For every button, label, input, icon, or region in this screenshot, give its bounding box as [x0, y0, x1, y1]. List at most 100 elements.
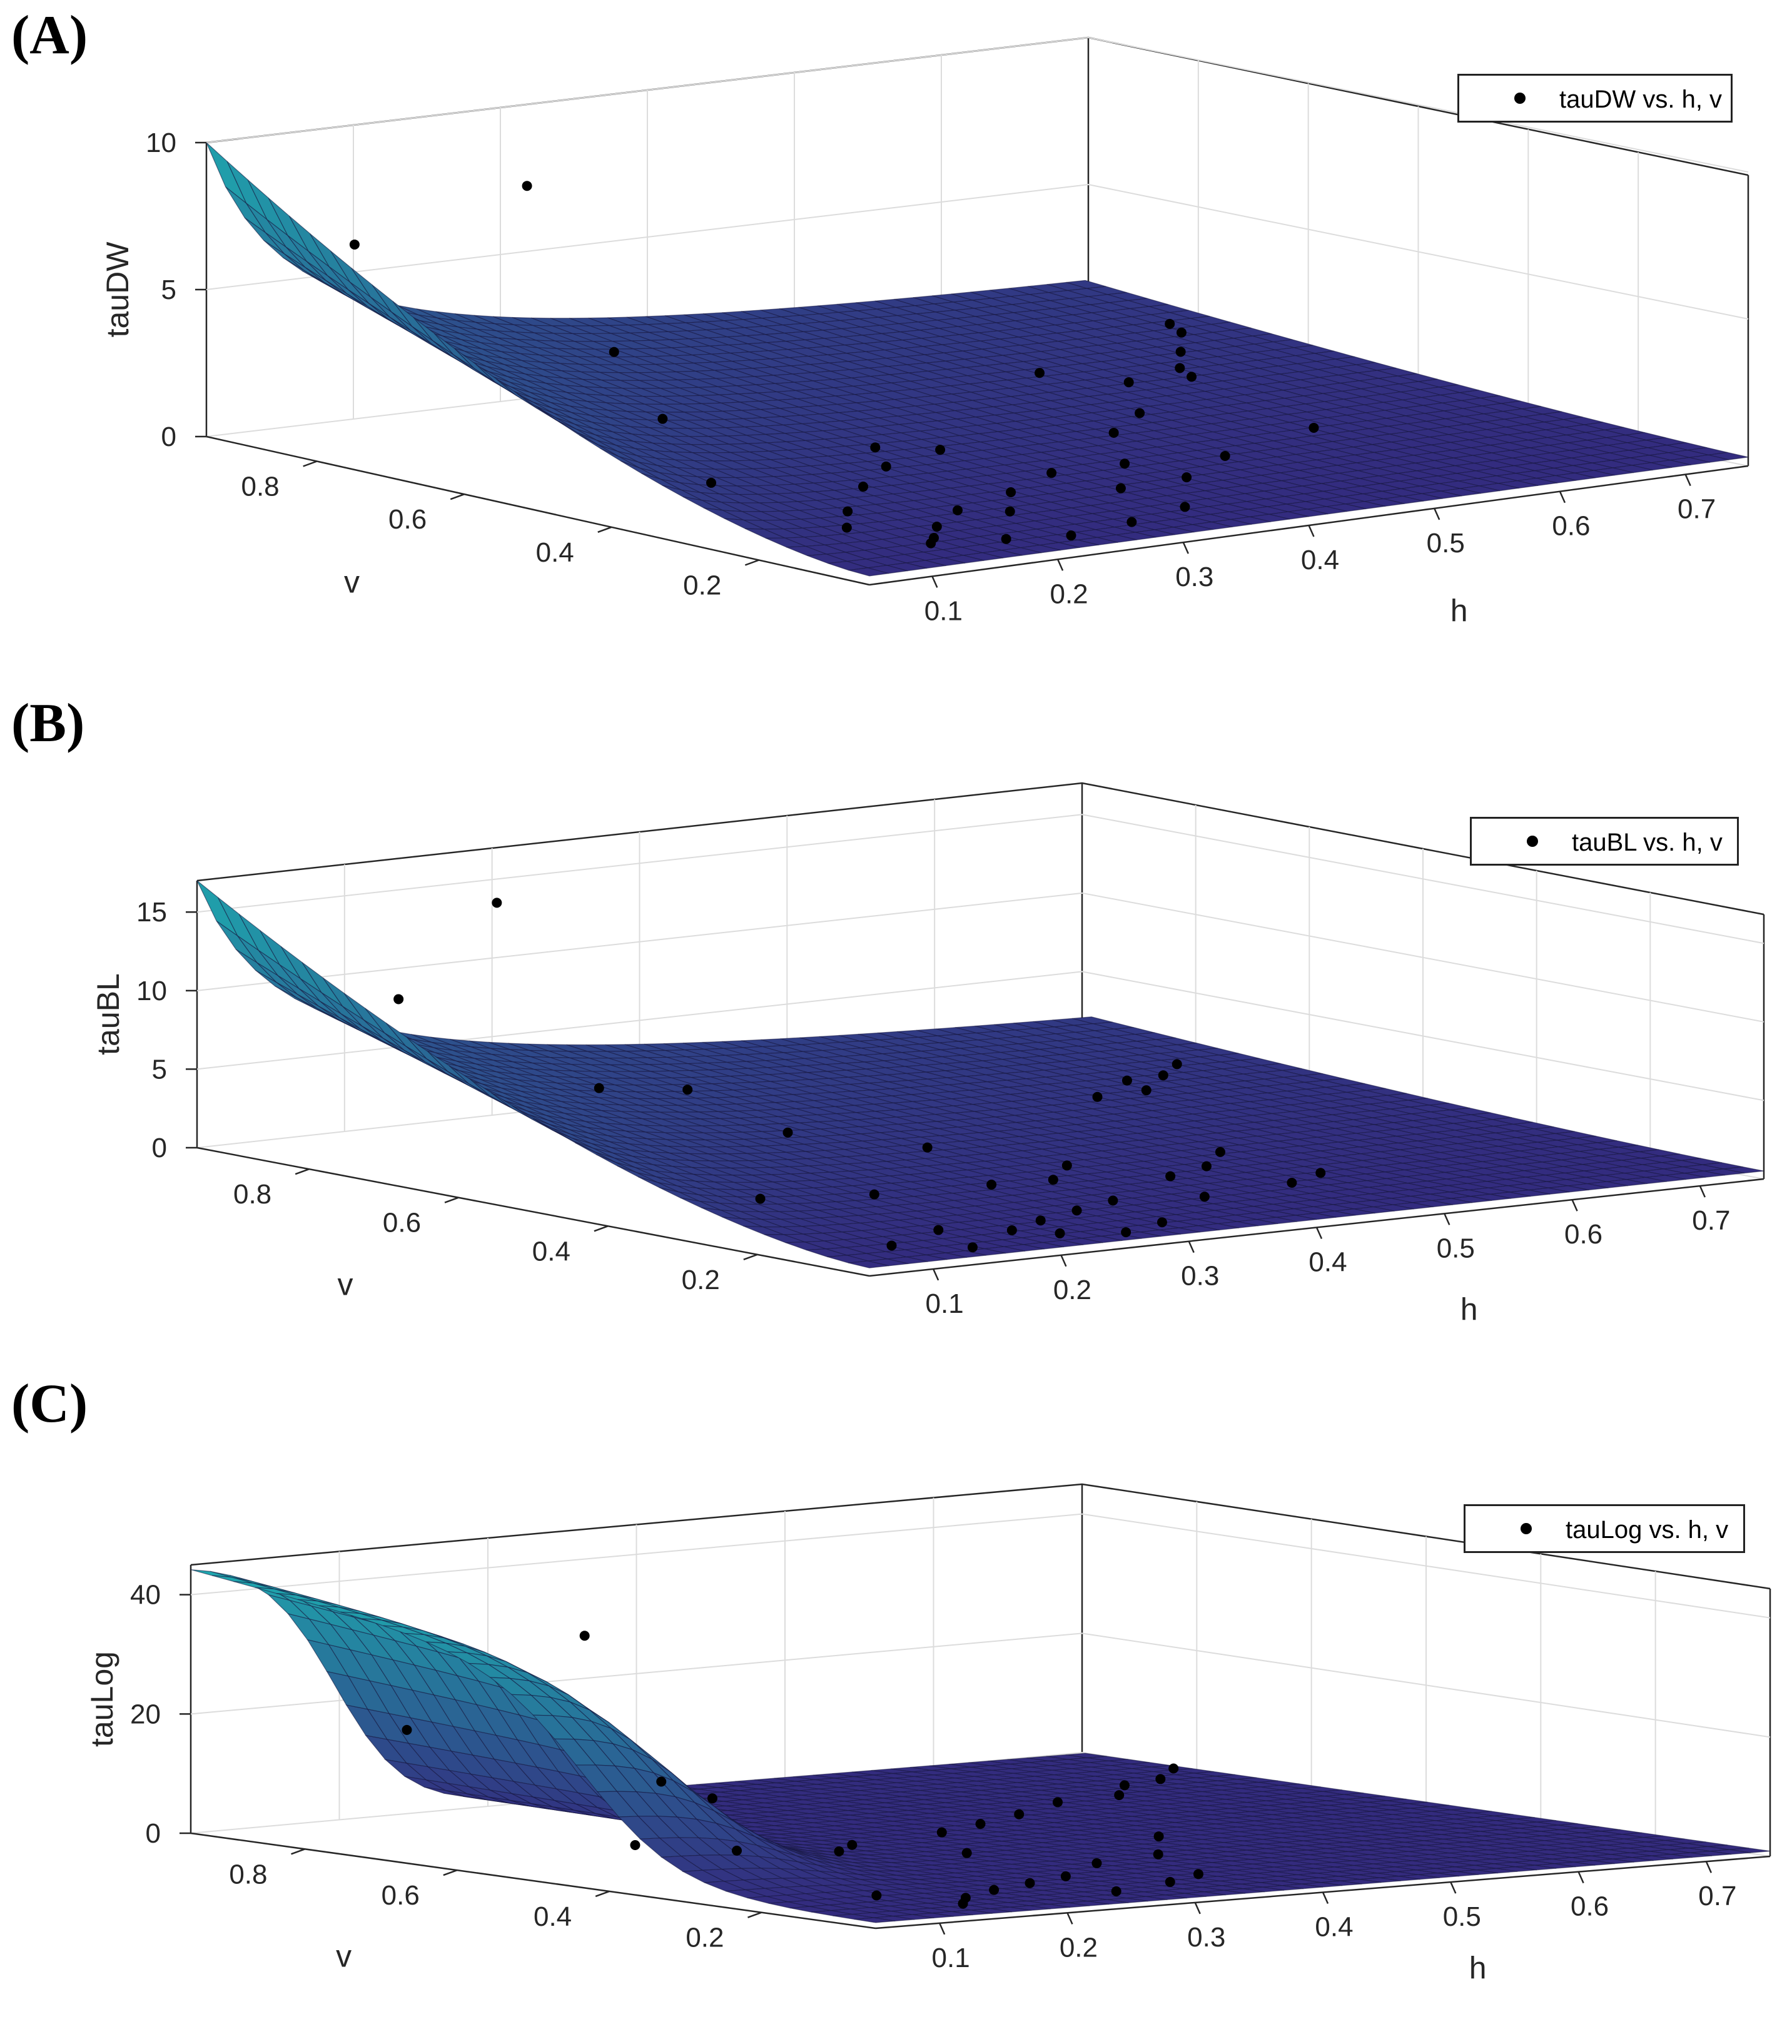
z-axis-label: tauLog — [84, 1651, 119, 1747]
h-tick-label: 0.5 — [1437, 1233, 1475, 1263]
panel-b: 0.1 0.2 0.3 0.4 0.5 0.6 0.7 0.2 0.4 0.6 0.8 0 5 10 15 h… — [0, 688, 1792, 1364]
v-tick-label: 0.2 — [683, 570, 721, 601]
gridline — [206, 183, 1749, 320]
v-tick — [443, 1869, 458, 1876]
h-tick-label: 0.1 — [932, 1943, 970, 1973]
v-tick-label: 0.8 — [233, 1179, 271, 1210]
v-tick — [597, 526, 612, 534]
data-point — [1006, 1225, 1017, 1236]
v-tick-label: 0.6 — [383, 1208, 421, 1238]
v-tick-label: 0.4 — [534, 1901, 572, 1932]
data-point — [961, 1848, 972, 1858]
data-point — [402, 1724, 412, 1735]
data-point — [522, 181, 532, 191]
data-point — [1114, 1790, 1125, 1801]
data-point — [1135, 408, 1145, 418]
z-tick-label: 40 — [130, 1580, 161, 1611]
grid — [196, 782, 1765, 1277]
data-point — [1176, 327, 1187, 338]
data-point — [881, 461, 891, 472]
h-axis-label: h — [1469, 1951, 1487, 1986]
v-tick — [594, 1225, 609, 1232]
data-point — [1199, 1191, 1210, 1202]
data-point — [1153, 1831, 1164, 1842]
h-tick-label: 0.6 — [1564, 1219, 1602, 1250]
data-point — [349, 239, 360, 250]
v-axis-label: v — [336, 1939, 352, 1974]
h-tick-label: 0.2 — [1060, 1932, 1098, 1963]
data-points — [349, 181, 1319, 549]
panel-label-b: (B) — [11, 693, 85, 754]
h-tick — [1060, 1255, 1067, 1267]
h-tick-label: 0.6 — [1552, 511, 1590, 542]
data-point — [1014, 1809, 1025, 1819]
h-tick — [1194, 1902, 1201, 1915]
h-tick — [931, 575, 938, 588]
h-tick — [1450, 1881, 1457, 1894]
data-point — [1115, 483, 1126, 493]
v-tick-label: 0.2 — [682, 1265, 720, 1295]
gridline — [196, 971, 1764, 1101]
legend-c: tauLog vs. h, v — [1464, 1504, 1745, 1553]
h-tick — [1315, 1227, 1323, 1240]
surface-mesh — [206, 142, 1749, 577]
data-point — [1025, 1878, 1035, 1888]
data-point — [870, 442, 881, 453]
data-point — [967, 1242, 978, 1253]
surface-plot-c: 0.1 0.2 0.3 0.4 0.5 0.6 0.70.20.40.60.802040hv… — [84, 1483, 1771, 1986]
legend-a: tauDW vs. h, v — [1457, 74, 1733, 123]
v-tick-label: 0.6 — [388, 504, 427, 535]
data-point — [782, 1127, 793, 1138]
v-tick — [295, 1168, 310, 1175]
h-tick — [1066, 1912, 1073, 1925]
data-point — [1180, 502, 1190, 512]
data-point — [871, 1890, 882, 1901]
data-point — [1165, 1876, 1175, 1887]
data-point — [1315, 1168, 1326, 1178]
h-tick-label: 0.3 — [1175, 562, 1213, 592]
data-point — [1060, 1871, 1071, 1881]
h-tick — [1699, 1185, 1706, 1198]
data-points — [402, 1631, 1203, 1909]
v-tick — [747, 1911, 762, 1918]
data-point — [1001, 534, 1011, 544]
data-point — [834, 1846, 844, 1857]
h-tick-label: 0.4 — [1309, 1247, 1347, 1278]
v-tick-label: 0.2 — [686, 1923, 724, 1953]
data-point — [1157, 1217, 1167, 1228]
h-tick-label: 0.1 — [924, 595, 963, 626]
data-point — [922, 1142, 933, 1153]
v-tick-label: 0.8 — [241, 472, 279, 502]
data-point — [1215, 1146, 1225, 1157]
data-point — [1153, 1849, 1163, 1859]
surface-plot-a: 0.10.20.30.40.50.60.70.20.40.60.80510hvt… — [100, 36, 1749, 629]
data-point — [858, 482, 869, 492]
h-tick-label: 0.7 — [1692, 1205, 1730, 1236]
data-point — [1111, 1886, 1121, 1896]
data-point — [1006, 487, 1016, 498]
data-point — [393, 994, 404, 1004]
legend-label-c: tauLog vs. h, v — [1566, 1516, 1729, 1544]
z-tick-label: 20 — [130, 1699, 161, 1729]
surface-cell — [848, 567, 889, 577]
h-tick — [1182, 542, 1189, 554]
gridline — [196, 892, 1764, 1023]
v-tick — [303, 460, 318, 467]
data-point — [1123, 377, 1134, 388]
z-tick-label: 10 — [136, 976, 167, 1006]
h-tick-label: 0.3 — [1187, 1922, 1225, 1953]
surface-cell — [190, 1569, 232, 1578]
z-tick-label: 0 — [161, 422, 176, 452]
data-point — [1141, 1085, 1152, 1096]
data-point — [732, 1845, 742, 1856]
v-tick — [450, 493, 465, 500]
h-tick — [1559, 491, 1566, 503]
data-point — [1035, 1215, 1046, 1226]
h-axis-label: h — [1450, 594, 1468, 629]
data-point — [975, 1819, 986, 1829]
data-point — [707, 1793, 717, 1804]
data-point — [1155, 1774, 1166, 1784]
